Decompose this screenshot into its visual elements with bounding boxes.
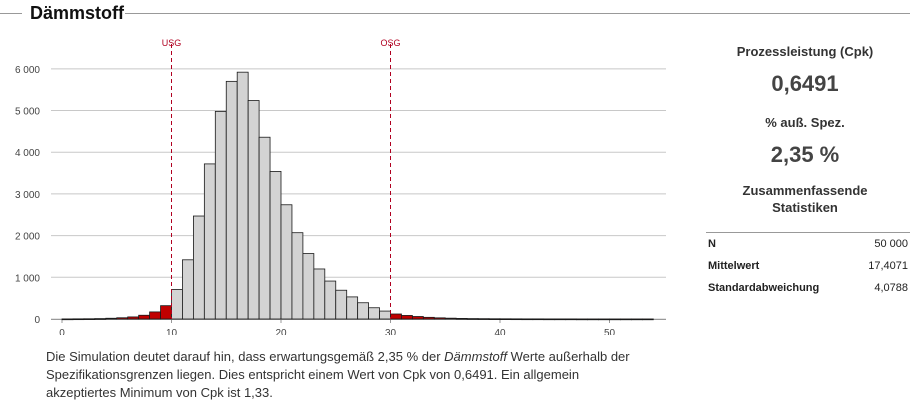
histogram-bar-out-of-spec (94, 318, 107, 320)
histogram-bar (313, 268, 326, 320)
x-tick-label: 50 (604, 328, 616, 335)
histogram-bar (192, 215, 205, 320)
summary-stats-title: Zusammenfassende Statistiken (742, 183, 868, 215)
histogram-bar (379, 310, 391, 320)
histogram-bar (368, 307, 380, 320)
histogram-bar-out-of-spec (488, 318, 501, 320)
histogram-bar-out-of-spec (127, 316, 140, 320)
histogram-bar-out-of-spec (160, 305, 172, 320)
cpk-value: 0,6491 (771, 71, 839, 96)
description-text: Die Simulation deutet darauf hin, dass e… (46, 348, 646, 402)
out-of-spec-label: % auß. Spez. (765, 115, 845, 130)
y-tick-label: 2 000 (15, 232, 40, 243)
histogram-bar-out-of-spec (138, 314, 150, 320)
histogram-bar (357, 302, 369, 320)
histogram-bar-out-of-spec (620, 318, 632, 321)
stats-value: 17,4071 (868, 260, 908, 272)
histogram-bar (225, 80, 238, 320)
histogram-bar-out-of-spec (61, 318, 74, 321)
x-tick-label: 20 (275, 328, 287, 335)
y-tick-label: 1 000 (15, 273, 40, 284)
histogram-bar-out-of-spec (149, 311, 161, 320)
histogram-bar-out-of-spec (587, 318, 599, 321)
histogram-bar-out-of-spec (401, 315, 413, 320)
histogram-bar (324, 280, 337, 320)
histogram-bar (280, 204, 293, 320)
histogram-bar-out-of-spec (433, 317, 446, 320)
histogram-bar-out-of-spec (543, 318, 556, 321)
stats-row-mean: Mittelwert 17,4071 (706, 255, 910, 277)
histogram-bar-out-of-spec (116, 317, 129, 320)
chart-title: Dämmstoff (30, 3, 131, 24)
y-tick-label: 6 000 (15, 65, 40, 76)
title-rule-left (0, 13, 22, 14)
histogram-bar-out-of-spec (641, 318, 654, 321)
stats-value: 4,0788 (874, 282, 908, 294)
histogram-bar-out-of-spec (510, 318, 523, 321)
histogram-bar-out-of-spec (390, 313, 402, 320)
histogram-bar-out-of-spec (598, 318, 610, 321)
summary-panel: Prozessleistung (Cpk) 0,6491 % auß. Spez… (700, 44, 910, 216)
histogram-bar-out-of-spec (576, 318, 589, 321)
histogram-bar (302, 253, 315, 320)
cpk-label: Prozessleistung (Cpk) (736, 44, 874, 59)
histogram-bar-out-of-spec (554, 318, 567, 321)
histogram-bar (258, 136, 271, 320)
y-tick-label: 5 000 (15, 107, 40, 118)
histogram-bar (346, 296, 359, 320)
x-tick-label: 40 (494, 328, 506, 335)
histogram-bar (269, 171, 282, 320)
y-tick-label: 4 000 (15, 148, 40, 159)
histogram-bar-out-of-spec (565, 318, 578, 321)
histogram-bar (236, 71, 249, 320)
histogram-bar-out-of-spec (411, 316, 424, 320)
histogram-bar-out-of-spec (477, 318, 490, 320)
histogram-bar (335, 289, 348, 320)
x-tick-label: 30 (385, 328, 397, 335)
x-tick-label: 10 (166, 328, 178, 335)
histogram-bar-out-of-spec (609, 318, 621, 321)
histogram-bar-out-of-spec (466, 318, 479, 320)
histogram-bar (171, 288, 183, 320)
x-tick-label: 0 (59, 328, 65, 335)
histogram-bar (247, 100, 260, 320)
y-tick-label: 0 (34, 315, 40, 326)
description-part1: Die Simulation deutet darauf hin, dass e… (46, 349, 445, 364)
out-of-spec-value: 2,35 % (770, 142, 840, 167)
y-tick-label: 3 000 (15, 190, 40, 201)
histogram-bar (214, 110, 227, 320)
histogram-bar-out-of-spec (521, 318, 534, 321)
description-emphasis: Dämmstoff (444, 349, 508, 364)
histogram-bar (203, 163, 216, 320)
spec-limit-label: OSG (380, 38, 400, 48)
histogram-bar-out-of-spec (72, 318, 85, 321)
histogram-bar-out-of-spec (499, 318, 512, 320)
stats-row-stddev: Standardabweichung 4,0788 (706, 277, 910, 299)
title-rule-right (125, 13, 910, 14)
histogram-bar-out-of-spec (455, 318, 468, 320)
stats-value: 50 000 (874, 238, 908, 250)
histogram-bar-out-of-spec (444, 317, 457, 320)
description-part2: Werte außerhalb der Spezifikationsgrenze… (46, 349, 630, 400)
histogram-bar (291, 232, 304, 320)
summary-stats-table: N 50 000 Mittelwert 17,4071 Standardabwe… (706, 232, 910, 299)
histogram-bar (182, 259, 194, 320)
histogram-bar-out-of-spec (105, 317, 118, 320)
histogram-bar-out-of-spec (631, 318, 643, 321)
stats-key: Mittelwert (708, 260, 760, 272)
histogram-bar-out-of-spec (83, 318, 96, 320)
spec-limit-label: USG (162, 38, 182, 48)
stats-row-n: N 50 000 (706, 233, 910, 255)
stats-key: Standardabweichung (708, 282, 820, 294)
histogram-bar-out-of-spec (422, 316, 435, 320)
histogram-bar-out-of-spec (532, 318, 545, 321)
histogram-chart: 0 1 000 2 000 3 000 4 000 5 000 6 000 0 10 20 30 40… (15, 38, 666, 335)
stats-key: N (708, 238, 716, 250)
